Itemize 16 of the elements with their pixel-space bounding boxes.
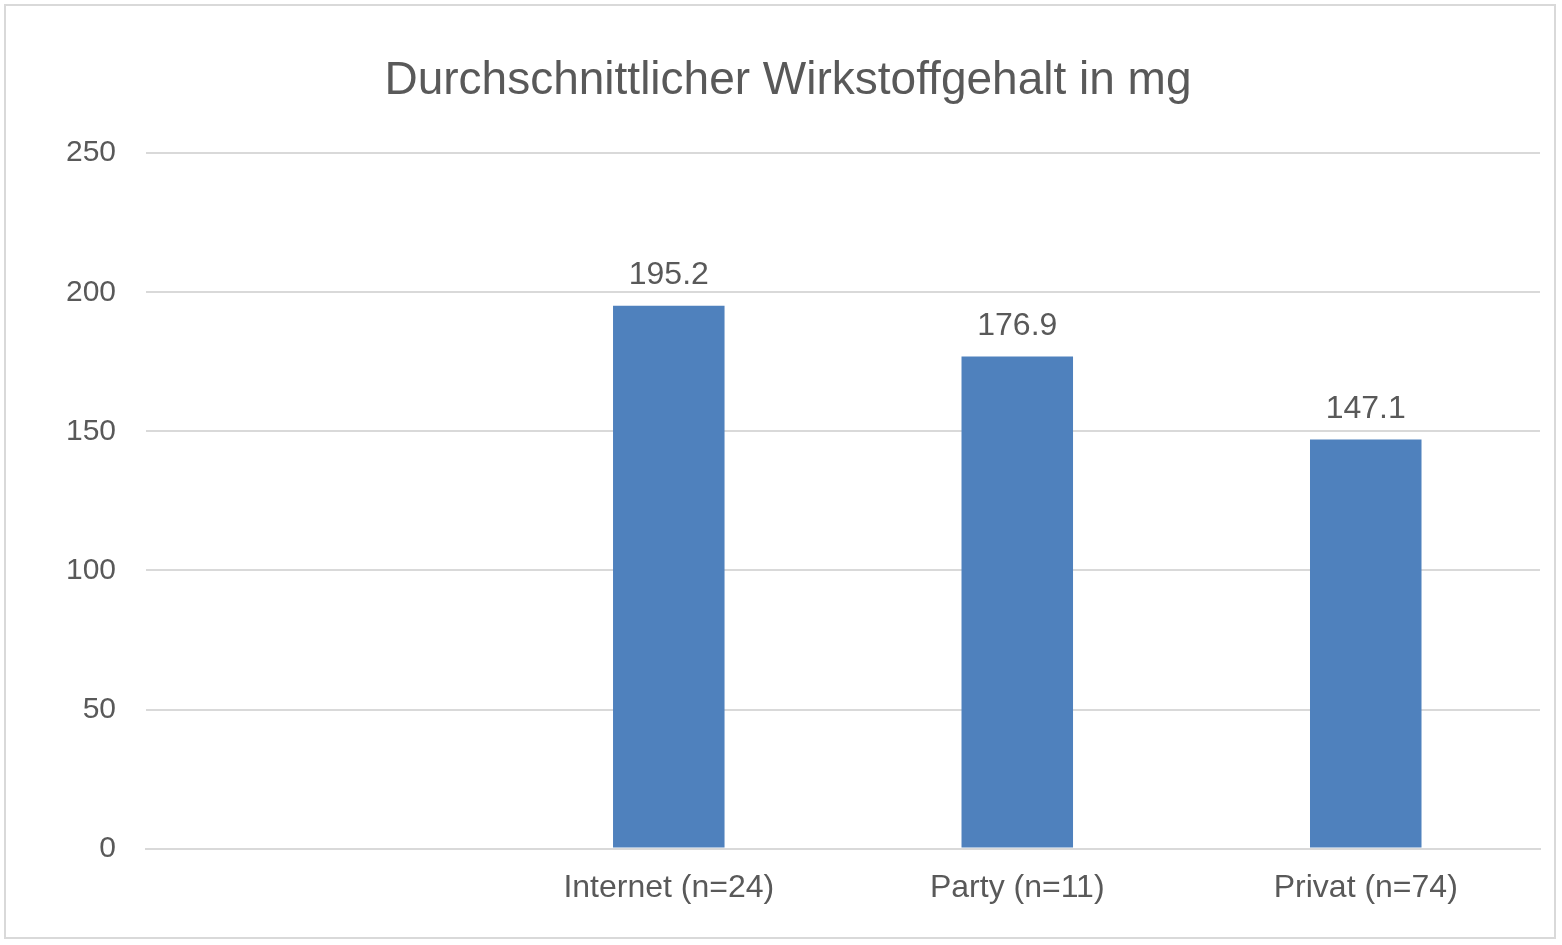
data-label: 176.9: [977, 306, 1058, 343]
y-tick-label: 0: [99, 829, 117, 863]
y-tick-label: 50: [82, 690, 117, 724]
bar: [613, 305, 725, 848]
bar: [1310, 439, 1422, 848]
bar: [961, 356, 1074, 848]
y-tick-label: 200: [65, 273, 117, 307]
y-tick-label: 250: [65, 134, 117, 168]
y-tick-label: 100: [65, 551, 117, 585]
y-tick-label: 150: [65, 412, 117, 446]
x-tick-label: Privat (n=74): [1273, 867, 1458, 904]
data-label: 147.1: [1325, 389, 1406, 426]
data-label: 195.2: [628, 255, 709, 292]
chart-title: Durchschnittlicher Wirkstoffgehalt in mg: [384, 52, 1192, 105]
x-tick-label: Internet (n=24): [563, 867, 775, 904]
x-tick-label: Party (n=11): [929, 867, 1105, 904]
